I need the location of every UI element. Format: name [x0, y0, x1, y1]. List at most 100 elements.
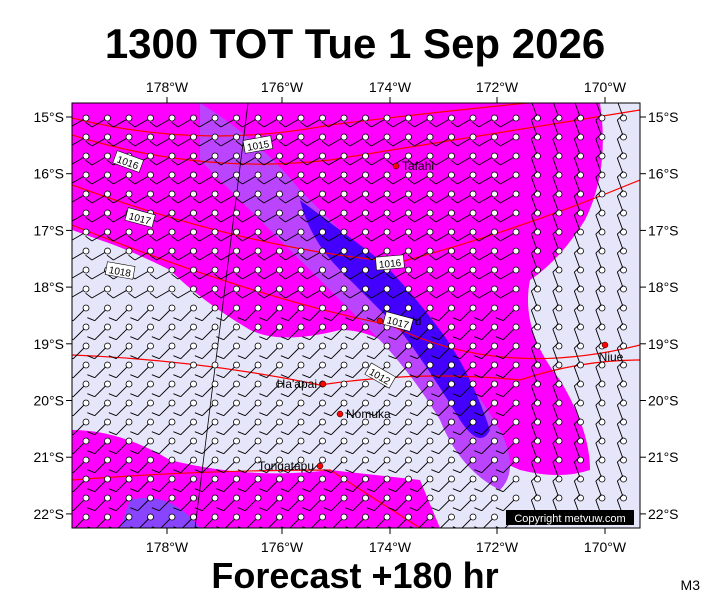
barb-station — [319, 342, 326, 350]
barb-station — [491, 418, 498, 426]
barb-feather — [343, 235, 351, 242]
barb-station — [319, 171, 326, 179]
barb-feather — [388, 412, 396, 417]
barb-feather — [85, 197, 93, 204]
barb-feather — [323, 355, 332, 360]
barb-station — [491, 494, 498, 502]
barb-feather — [108, 336, 117, 341]
barb-station — [190, 475, 197, 483]
barb-station — [362, 437, 369, 445]
barb-feather — [617, 228, 624, 235]
barb-feather — [214, 159, 222, 166]
barb-station — [340, 475, 348, 483]
barb-feather — [85, 159, 93, 166]
barb-feather — [149, 178, 157, 185]
barb-feather — [493, 140, 501, 147]
barb-station — [469, 152, 477, 160]
barb-station — [491, 361, 498, 369]
barb-feather — [617, 475, 624, 482]
barb-station — [319, 513, 326, 521]
barb-station — [104, 342, 111, 350]
barb-station — [512, 209, 520, 217]
barb-feather — [574, 285, 581, 292]
barb-feather — [149, 273, 157, 280]
barb-station — [297, 171, 305, 179]
place-dot — [392, 162, 400, 170]
barb-feather — [450, 178, 458, 185]
barb-feather — [595, 304, 603, 311]
barb-station — [555, 418, 563, 426]
lat-label-right: 19°S — [648, 336, 679, 352]
barb-feather — [173, 488, 181, 493]
barb-station — [405, 342, 412, 350]
barb-station — [426, 323, 434, 331]
barb-feather — [343, 159, 351, 166]
barb-station — [362, 361, 369, 369]
barb-station — [319, 418, 326, 426]
barb-feather — [130, 526, 135, 528]
barb-feather — [345, 374, 353, 379]
barb-station — [254, 418, 262, 426]
barb-feather — [493, 197, 501, 204]
barb-feather — [366, 317, 375, 322]
barb-station — [125, 171, 133, 179]
barb-station — [211, 323, 219, 331]
barb-feather — [345, 450, 353, 455]
barb-station — [254, 304, 262, 312]
barb-station — [125, 399, 133, 407]
barb-feather — [431, 488, 439, 493]
barb-station — [211, 361, 219, 369]
barb-feather — [495, 393, 504, 398]
barb-station — [82, 342, 90, 350]
barb-feather — [108, 374, 117, 379]
barb-station — [362, 399, 369, 407]
barb-feather — [386, 273, 394, 280]
barb-feather — [595, 475, 603, 482]
barb-feather — [85, 292, 93, 299]
barb-station — [254, 114, 262, 122]
lat-label-right: 18°S — [648, 279, 679, 295]
barb-station — [405, 304, 412, 312]
barb-station — [577, 247, 584, 255]
barb-feather — [386, 159, 394, 166]
barb-station — [512, 437, 520, 445]
barb-station — [577, 323, 584, 331]
barb-station — [190, 285, 197, 293]
barb-station — [512, 228, 520, 236]
barb-feather — [407, 235, 415, 242]
barb-feather — [280, 469, 289, 474]
barb-station — [534, 418, 541, 426]
barb-station — [534, 247, 541, 255]
barb-feather — [300, 292, 308, 299]
barb-station — [383, 475, 391, 483]
barb-station — [233, 285, 240, 293]
barb-feather — [386, 140, 394, 147]
barb-station — [555, 361, 563, 369]
barb-feather — [171, 121, 179, 128]
barb-feather — [472, 197, 480, 204]
barb-station — [383, 133, 391, 141]
barb-feather — [302, 469, 310, 474]
barb-feather — [552, 456, 560, 463]
barb-station — [405, 171, 412, 179]
barb-feather — [64, 255, 70, 260]
barb-feather — [257, 235, 265, 242]
barb-feather — [531, 456, 538, 463]
barb-feather — [574, 209, 581, 216]
barb-station — [598, 171, 606, 179]
barb-station — [276, 247, 283, 255]
barb-feather — [552, 133, 560, 140]
barb-feather — [531, 304, 538, 311]
barb-feather — [595, 247, 603, 254]
barb-feather — [235, 216, 243, 223]
barb-station — [469, 456, 477, 464]
barb-station — [211, 190, 219, 198]
isobar-label-box — [382, 311, 414, 332]
barb-station — [319, 266, 326, 274]
barb-station — [620, 323, 627, 331]
barb-feather — [429, 159, 437, 166]
barb-feather — [87, 317, 95, 322]
barb-station — [147, 456, 154, 464]
barb-station — [297, 114, 305, 122]
barb-station — [598, 133, 606, 141]
